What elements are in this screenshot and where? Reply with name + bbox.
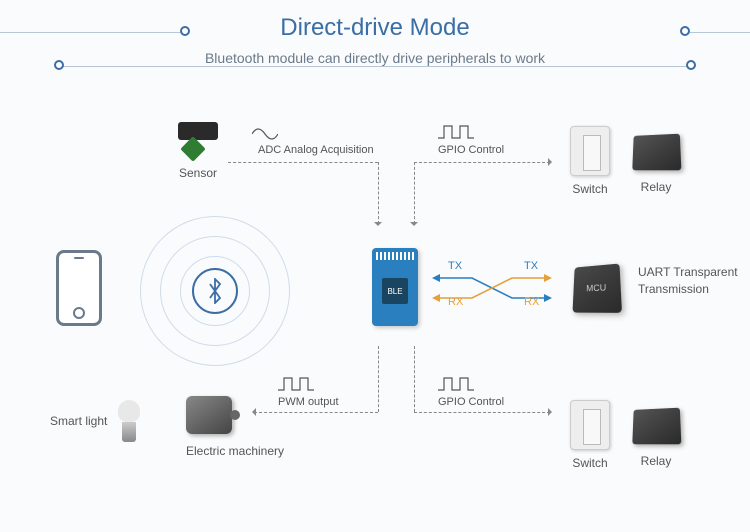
uart-text-node: UART Transparent Transmission (638, 264, 748, 298)
tx-label-left: TX (448, 260, 462, 272)
pulse-bot-icon (438, 376, 474, 392)
smart-light-node: Smart light (50, 400, 140, 442)
adc-label: ADC Analog Acquisition (258, 144, 374, 156)
gpio-top-arrowhead-down (410, 222, 418, 230)
switch-top-icon (570, 126, 610, 176)
header-underline-circle-l (54, 60, 64, 70)
smart-light-label: Smart light (50, 414, 107, 428)
sine-wave-icon (252, 126, 278, 142)
header-underline-circle-r (686, 60, 696, 70)
gpio-bot-edge (414, 412, 550, 413)
ble-module-node: BLE (372, 248, 418, 326)
gpio-top-arrowhead (548, 158, 556, 166)
motor-icon (186, 396, 232, 434)
phone-icon (56, 250, 102, 326)
relay-bot-label: Relay (632, 454, 680, 468)
pwm-pulse-icon (278, 376, 314, 392)
sensor-icon (178, 122, 218, 152)
pwm-label: PWM output (278, 396, 339, 408)
ble-module-icon: BLE (372, 248, 418, 326)
ble-chip-label: BLE (382, 278, 408, 304)
page-subtitle: Bluetooth module can directly drive peri… (0, 50, 750, 66)
diagram-stage: Sensor ADC Analog Acquisition GPIO Contr… (0, 100, 750, 532)
bulb-icon (118, 400, 140, 442)
mcu-icon: MCU (572, 264, 622, 313)
header-line-left (0, 32, 120, 33)
gpio-bot-edge-v (414, 346, 415, 412)
header-underline (62, 66, 688, 67)
adc-arrowhead (374, 222, 382, 230)
gpio-bot-label: GPIO Control (438, 396, 504, 408)
page-title: Direct-drive Mode (0, 14, 750, 42)
rx-label-left: RX (448, 296, 463, 308)
header: Direct-drive Mode Bluetooth module can d… (0, 0, 750, 66)
uart-label: UART Transparent Transmission (638, 264, 748, 298)
sensor-node: Sensor (178, 122, 218, 180)
mcu-node: MCU (572, 264, 620, 312)
phone-node (56, 250, 102, 326)
header-line-left2 (120, 32, 180, 33)
pulse-top-icon (438, 124, 474, 140)
bluetooth-rings (140, 216, 290, 366)
rx-label-right: RX (524, 296, 539, 308)
sensor-label: Sensor (178, 166, 218, 180)
motor-node: Electric machinery (186, 396, 284, 458)
switch-bot-icon (570, 400, 610, 450)
bluetooth-icon (192, 268, 238, 314)
adc-edge-v (378, 162, 379, 224)
gpio-top-edge (414, 162, 550, 163)
switch-bot-label: Switch (570, 456, 610, 470)
gpio-top-edge-v (414, 162, 415, 224)
relay-top-label: Relay (632, 180, 680, 194)
header-line-right (690, 32, 750, 33)
adc-edge (228, 162, 378, 163)
relay-bot-icon (632, 408, 681, 445)
tx-label-right: TX (524, 260, 538, 272)
switch-top-node: Switch (570, 126, 610, 196)
switch-bot-node: Switch (570, 400, 610, 470)
switch-top-label: Switch (570, 182, 610, 196)
gpio-top-label: GPIO Control (438, 144, 504, 156)
gpio-bot-arrowhead (548, 408, 556, 416)
motor-label: Electric machinery (186, 444, 284, 458)
header-circle-left (180, 26, 190, 36)
pwm-edge-v (378, 346, 379, 412)
relay-bot-node: Relay (632, 408, 680, 468)
relay-top-node: Relay (632, 134, 680, 194)
header-circle-right (680, 26, 690, 36)
relay-top-icon (632, 134, 681, 171)
